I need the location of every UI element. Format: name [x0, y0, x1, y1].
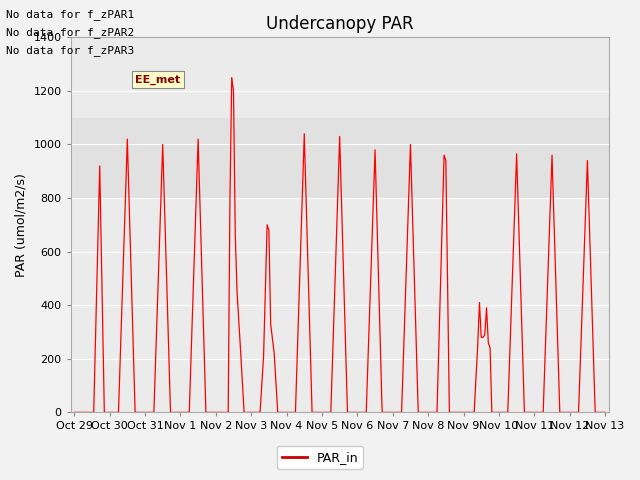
Text: No data for f_zPAR1: No data for f_zPAR1	[6, 9, 134, 20]
Text: No data for f_zPAR3: No data for f_zPAR3	[6, 45, 134, 56]
Title: Undercanopy PAR: Undercanopy PAR	[266, 15, 413, 33]
Legend: PAR_in: PAR_in	[276, 446, 364, 469]
Text: No data for f_zPAR2: No data for f_zPAR2	[6, 27, 134, 38]
Text: EE_met: EE_met	[135, 74, 180, 84]
Bar	[70, 118, 609, 198]
Y-axis label: PAR (umol/m2/s): PAR (umol/m2/s)	[15, 173, 28, 277]
